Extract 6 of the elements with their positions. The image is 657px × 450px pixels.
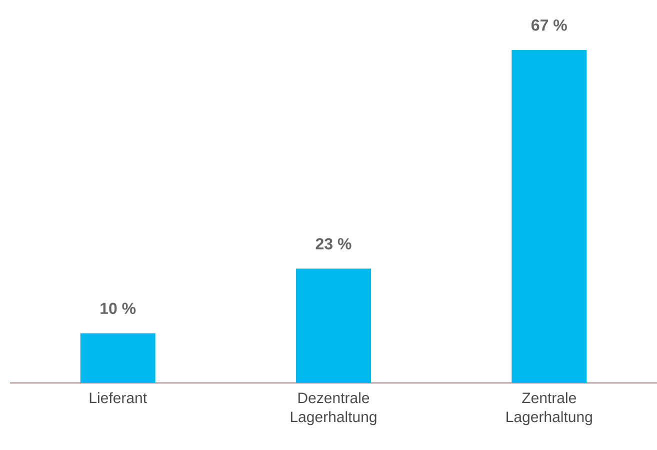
x-tick-label: Zentrale Lagerhaltung xyxy=(506,392,592,426)
x-tick-label: Lieferant xyxy=(90,392,147,404)
data-label: 67 % xyxy=(532,19,567,31)
x-tick-label: Dezentrale Lagerhaltung xyxy=(290,392,376,426)
data-label: 23 % xyxy=(316,238,352,250)
data-label: 10 % xyxy=(100,302,136,314)
